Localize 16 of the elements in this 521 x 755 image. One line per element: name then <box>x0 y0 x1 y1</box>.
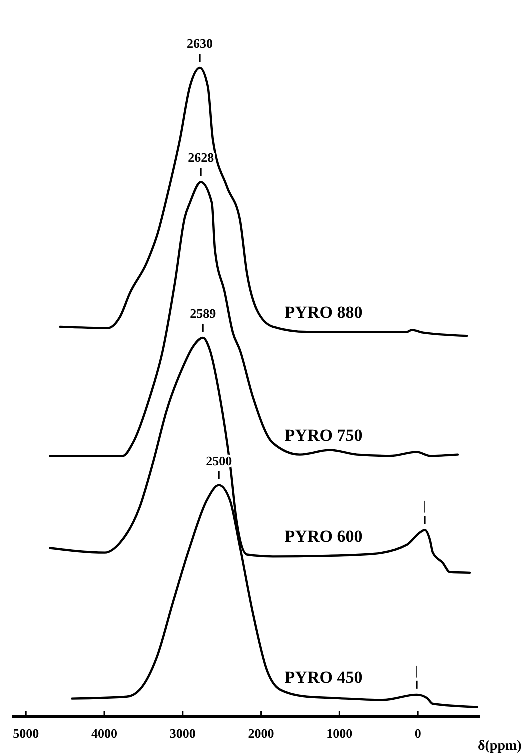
series-label: PYRO 600 <box>284 527 363 546</box>
series-label: PYRO 450 <box>284 668 363 687</box>
annotation: 2589 <box>190 306 217 321</box>
x-tick-label: 1000 <box>326 726 353 741</box>
annotation: 2628 <box>188 150 215 166</box>
x-tick-label: 0 <box>414 726 422 741</box>
x-axis-title: δ(ppm) <box>478 739 521 754</box>
x-tick-label: 3000 <box>170 726 196 741</box>
series-label: PYRO 880 <box>284 303 363 322</box>
x-tick-label: 2000 <box>248 726 274 741</box>
annotation: | <box>424 498 426 514</box>
annotation: 2630 <box>187 36 214 51</box>
x-tick-label: 4000 <box>92 726 118 741</box>
x-tick-label: 5000 <box>13 726 40 741</box>
series-label: PYRO 750 <box>284 426 363 445</box>
annotation: | <box>416 662 418 678</box>
